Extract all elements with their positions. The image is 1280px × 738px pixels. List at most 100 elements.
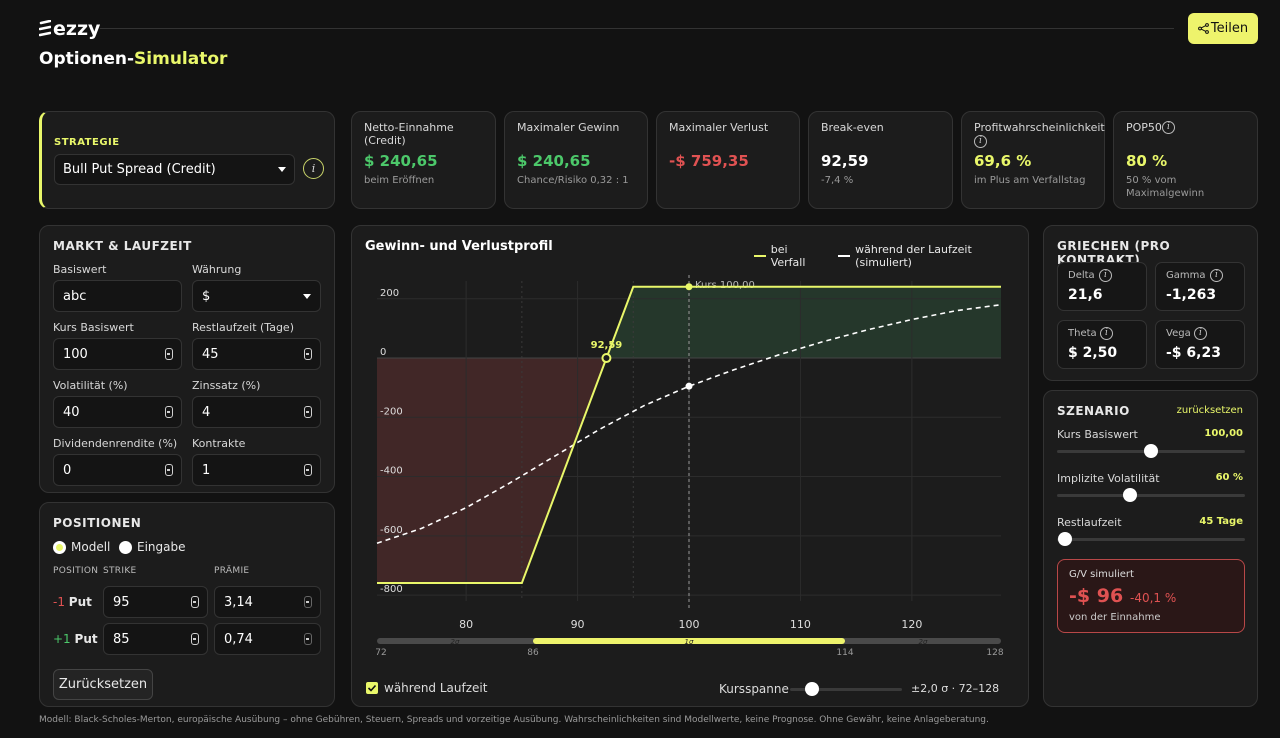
- col-strike-header: STRIKE: [103, 566, 137, 576]
- scenario-reset-link[interactable]: zurücksetzen: [1176, 405, 1243, 416]
- simulated-pl-box: G/V simuliert -$ 96 -40,1 % von der Einn…: [1057, 559, 1245, 633]
- price-label: Kurs Basiswert: [53, 321, 134, 334]
- position-type: Put: [74, 632, 98, 646]
- stat-value: 80 %: [1126, 152, 1168, 170]
- strategy-select[interactable]: Bull Put Spread (Credit): [54, 154, 295, 185]
- info-icon[interactable]: i: [1162, 121, 1175, 134]
- position-row-qty: -1 Put: [53, 595, 92, 609]
- stepper-icon[interactable]: [165, 406, 173, 418]
- dividend-label: Dividendenrendite (%): [53, 437, 178, 450]
- during-term-checkbox[interactable]: während Laufzeit: [366, 681, 487, 695]
- scenario-days-knob[interactable]: [1058, 532, 1072, 546]
- stepper-icon[interactable]: [165, 348, 173, 360]
- market-title: MARKT & LAUFZEIT: [53, 239, 192, 253]
- stepper-icon[interactable]: [304, 633, 312, 645]
- underlying-value: abc: [63, 289, 87, 304]
- pl-chart[interactable]: 200 0 -200 -400 -600 -800 80 90 100 110 120 Kurs 10…: [352, 226, 1030, 708]
- stat-title: Break-even: [821, 121, 884, 134]
- currency-select[interactable]: $: [192, 280, 321, 312]
- range-slider-knob[interactable]: [805, 682, 819, 696]
- greek-label: Theta: [1068, 328, 1097, 339]
- stat-sub: beim Eröffnen: [364, 175, 435, 186]
- y-tick-label: 0: [380, 347, 386, 358]
- sigma-label: 1σ: [685, 638, 694, 646]
- strike-input[interactable]: 85: [103, 623, 208, 655]
- rate-input[interactable]: 4: [192, 396, 321, 428]
- underlying-input[interactable]: abc: [53, 280, 182, 312]
- range-label: Kursspanne: [719, 682, 789, 696]
- legend-expiry-label: bei Verfall: [770, 243, 806, 269]
- stepper-icon[interactable]: [191, 596, 199, 608]
- share-button[interactable]: Teilen: [1188, 13, 1258, 44]
- header-divider: [100, 28, 1174, 29]
- strike-input[interactable]: 95: [103, 586, 208, 618]
- legend-solid-swatch: [754, 255, 766, 257]
- simulated-pl-pct: -40,1 %: [1130, 591, 1177, 605]
- stepper-icon[interactable]: [304, 596, 312, 608]
- page-title: Optionen-Simulator: [39, 49, 227, 69]
- stepper-icon[interactable]: [304, 464, 312, 476]
- stat-value: 69,6 %: [974, 152, 1032, 170]
- reset-button[interactable]: Zurücksetzen: [53, 669, 153, 700]
- volatility-label: Volatilität (%): [53, 379, 128, 392]
- position-qty: -1: [53, 595, 65, 609]
- simulated-pl-sub: von der Einnahme: [1069, 612, 1161, 623]
- rate-value: 4: [202, 405, 211, 420]
- sigma-tick-label: 128: [986, 648, 1003, 658]
- dividend-input[interactable]: 0: [53, 454, 182, 486]
- stepper-icon[interactable]: [191, 633, 199, 645]
- info-icon[interactable]: i: [1100, 327, 1113, 340]
- strategy-section-label: STRATEGIE: [54, 137, 120, 148]
- scenario-vol-knob[interactable]: [1123, 488, 1137, 502]
- radio-unselected-icon: [119, 540, 132, 554]
- info-icon[interactable]: i: [1099, 269, 1112, 282]
- days-value: 45: [202, 347, 219, 362]
- scenario-title: SZENARIO: [1057, 404, 1130, 418]
- sigma-tick-label: 72: [375, 648, 386, 658]
- sigma-tick-label: 114: [836, 648, 853, 658]
- days-input[interactable]: 45: [192, 338, 321, 370]
- stepper-icon[interactable]: [165, 464, 173, 476]
- greek-value: $ 2,50: [1068, 345, 1118, 361]
- range-slider-track[interactable]: [790, 688, 902, 691]
- contracts-input[interactable]: 1: [192, 454, 321, 486]
- stat-card-net-credit: Netto-Einnahme (Credit) $ 240,65 beim Er…: [351, 111, 496, 209]
- premium-input[interactable]: 0,74: [214, 623, 321, 655]
- scenario-vol-slider[interactable]: [1057, 494, 1245, 497]
- strategy-info-button[interactable]: i: [303, 158, 324, 179]
- greek-label: Vega: [1166, 328, 1191, 339]
- scenario-days-slider[interactable]: [1057, 538, 1245, 541]
- y-tick-label: -800: [380, 584, 403, 595]
- contracts-label: Kontrakte: [192, 437, 246, 450]
- greek-tile-vega: Vega i -$ 6,23: [1155, 320, 1245, 369]
- volatility-input[interactable]: 40: [53, 396, 182, 428]
- col-premium-header: PRÄMIE: [214, 566, 250, 576]
- y-tick-label: -400: [380, 466, 403, 477]
- stepper-icon[interactable]: [304, 406, 312, 418]
- greeks-card: GRIECHEN (PRO KONTRAKT) Delta i 21,6 Gam…: [1043, 225, 1258, 381]
- info-icon[interactable]: i: [974, 135, 987, 148]
- sigma-tick-label: 86: [527, 648, 539, 658]
- price-input[interactable]: 100: [53, 338, 182, 370]
- y-tick-label: 200: [380, 288, 399, 299]
- stat-card-max-gain: Maximaler Gewinn $ 240,65 Chance/Risiko …: [504, 111, 648, 209]
- info-icon[interactable]: i: [1210, 269, 1223, 282]
- stat-card-max-loss: Maximaler Verlust -$ 759,35: [656, 111, 800, 209]
- stat-title: POP50: [1126, 121, 1162, 134]
- premium-input[interactable]: 3,14: [214, 586, 321, 618]
- greek-label: Gamma: [1166, 270, 1206, 281]
- scenario-days-value: 45 Tage: [1199, 516, 1243, 527]
- mode-model-radio[interactable]: Modell: [53, 540, 110, 554]
- strike-value: 85: [113, 632, 130, 647]
- scenario-price-knob[interactable]: [1144, 444, 1158, 458]
- scenario-price-value: 100,00: [1204, 428, 1243, 439]
- greek-tile-delta: Delta i 21,6: [1057, 262, 1147, 311]
- checkbox-checked-icon: [366, 682, 378, 694]
- greek-label: Delta: [1068, 270, 1095, 281]
- info-icon[interactable]: i: [1194, 327, 1207, 340]
- market-card: MARKT & LAUFZEIT Basiswert abc Währung $…: [39, 225, 335, 493]
- stepper-icon[interactable]: [304, 348, 312, 360]
- mode-input-radio[interactable]: Eingabe: [119, 540, 186, 554]
- breakeven-label: 92,59: [591, 340, 623, 351]
- logo-text: ezzy: [53, 18, 101, 40]
